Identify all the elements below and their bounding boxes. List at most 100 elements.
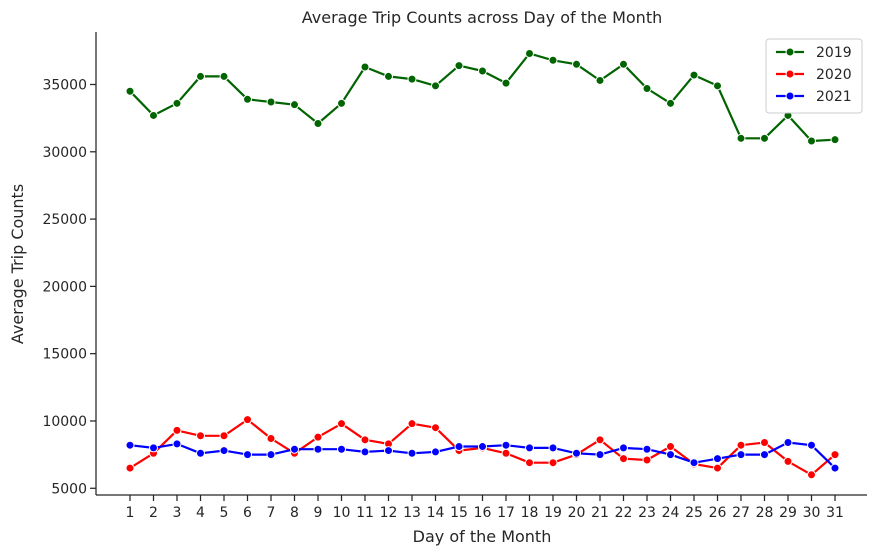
axes [95, 32, 867, 496]
x-tick-label: 31 [826, 505, 844, 521]
data-point [713, 454, 722, 464]
data-point [666, 450, 675, 460]
data-point [830, 463, 840, 473]
data-point [360, 447, 370, 457]
data-point [760, 450, 769, 460]
data-point [196, 431, 205, 441]
x-tick-label: 21 [591, 505, 609, 521]
data-point [548, 458, 558, 468]
data-point [454, 61, 464, 71]
data-point [384, 446, 393, 456]
data-point [619, 454, 628, 464]
x-tick-label: 24 [662, 505, 680, 521]
x-tick-label: 27 [732, 505, 750, 521]
data-point [337, 98, 346, 108]
data-point [172, 98, 182, 108]
data-point [407, 74, 417, 84]
data-point [760, 133, 769, 143]
data-point [807, 440, 816, 450]
data-point [736, 133, 746, 143]
data-point [736, 440, 746, 450]
data-point [736, 450, 746, 460]
x-tick-label: 22 [615, 505, 633, 521]
x-tick-label: 4 [196, 505, 205, 521]
x-tick-label: 1 [126, 505, 135, 521]
data-point [313, 119, 323, 129]
data-point [501, 448, 511, 458]
data-point [196, 448, 205, 458]
data-point [595, 75, 605, 85]
data-point [196, 71, 205, 81]
data-point [572, 448, 581, 458]
data-point [360, 435, 370, 445]
y-tick-label: 15000 [42, 347, 87, 363]
data-point [431, 81, 440, 91]
x-tick-label: 25 [685, 505, 703, 521]
x-tick-label: 26 [709, 505, 727, 521]
legend-label: 2021 [816, 89, 852, 105]
y-tick-label: 10000 [42, 414, 87, 430]
data-point [501, 440, 511, 450]
y-tick-label: 30000 [42, 145, 87, 161]
x-tick-label: 30 [803, 505, 821, 521]
data-point [125, 86, 135, 96]
data-point [572, 59, 581, 69]
y-tick-label: 20000 [42, 279, 87, 295]
data-point [830, 135, 840, 145]
legend-label: 2019 [816, 45, 852, 61]
data-point [219, 431, 229, 441]
data-point [290, 444, 299, 454]
data-point [337, 419, 346, 429]
x-tick-label: 10 [333, 505, 351, 521]
data-point [243, 94, 252, 104]
y-axis-title: Average Trip Counts [8, 184, 27, 344]
data-point [595, 450, 605, 460]
data-point [125, 463, 135, 473]
x-tick-label: 8 [290, 505, 299, 521]
legend-item: 2020 [776, 67, 852, 83]
data-point [478, 442, 487, 452]
x-tick-label: 23 [638, 505, 656, 521]
data-point [478, 66, 487, 76]
x-tick-label: 9 [314, 505, 323, 521]
data-point [407, 448, 417, 458]
data-point [689, 70, 699, 80]
x-tick-label: 28 [756, 505, 774, 521]
legend: 2019 2020 2021 [765, 38, 863, 114]
data-point [548, 55, 558, 65]
x-tick-label: 3 [173, 505, 182, 521]
data-point [666, 442, 675, 452]
data-point [454, 442, 464, 452]
data-point [172, 425, 182, 435]
series-layer [125, 49, 840, 480]
x-tick-label: 12 [380, 505, 398, 521]
data-point [548, 443, 558, 453]
x-tick-label: 17 [497, 505, 515, 521]
y-tick-label: 35000 [42, 77, 87, 93]
data-point [807, 136, 816, 146]
data-point [243, 415, 252, 425]
data-point [501, 78, 511, 88]
data-point [783, 438, 793, 448]
data-point [149, 110, 158, 120]
data-point [243, 450, 252, 460]
data-point [642, 455, 652, 465]
data-point [360, 62, 370, 72]
legend-item: 2019 [776, 45, 852, 61]
x-tick-label: 6 [243, 505, 252, 521]
x-tick-label: 5 [220, 505, 229, 521]
series-2021 [125, 438, 840, 473]
data-point [760, 438, 769, 448]
y-tick-label: 5000 [51, 481, 87, 497]
data-point [830, 450, 840, 460]
legend-marker [785, 47, 795, 57]
data-point [313, 432, 323, 442]
series-2019 [125, 49, 840, 146]
legend-item: 2021 [776, 89, 852, 105]
x-tick-label: 19 [544, 505, 562, 521]
data-point [290, 100, 299, 110]
data-point [689, 458, 699, 468]
legend-marker [785, 69, 795, 79]
legend-marker [785, 91, 795, 101]
data-point [595, 435, 605, 445]
